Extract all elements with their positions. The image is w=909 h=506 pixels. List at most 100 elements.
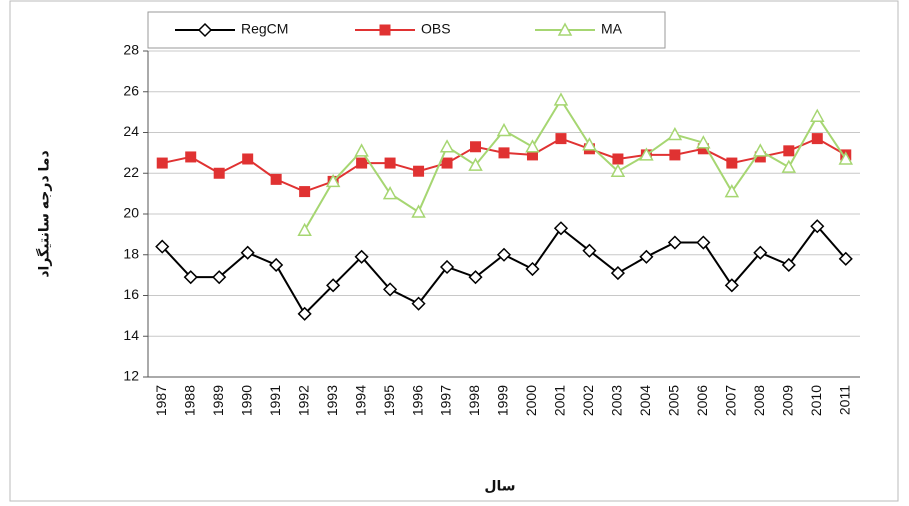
- data-point: [297, 306, 312, 321]
- x-tick-label: 2010: [808, 385, 824, 416]
- data-point: [413, 165, 425, 177]
- data-point: [610, 163, 626, 177]
- y-tick-label: 20: [123, 205, 139, 221]
- data-point: [470, 141, 482, 153]
- x-tick-label: 1997: [438, 385, 454, 416]
- data-point: [525, 261, 540, 277]
- x-tick-label: 2004: [637, 385, 653, 416]
- x-tick-label: 1988: [181, 385, 197, 416]
- data-point: [496, 247, 512, 262]
- y-axis-title: دما درجه سانتیگراد: [36, 150, 53, 277]
- data-point: [270, 173, 282, 185]
- data-point: [810, 108, 825, 122]
- x-tick-label: 1994: [352, 385, 368, 416]
- data-point: [411, 296, 426, 311]
- legend-marker: [557, 22, 573, 36]
- data-point: [582, 243, 597, 258]
- data-point: [610, 266, 625, 281]
- data-point: [155, 239, 170, 254]
- data-point: [639, 147, 654, 161]
- x-tick-label: 2009: [780, 385, 796, 416]
- data-point: [212, 270, 227, 285]
- y-tick-label: 22: [123, 164, 139, 180]
- data-point: [696, 235, 711, 250]
- data-point: [468, 270, 483, 285]
- x-tick-label: 1990: [238, 385, 254, 416]
- x-tick-label: 2007: [723, 385, 739, 416]
- data-point: [696, 135, 711, 149]
- legend-label: MA: [601, 21, 623, 37]
- data-point: [354, 143, 369, 157]
- legend-label: OBS: [421, 21, 451, 37]
- x-tick-label: 2005: [666, 385, 682, 416]
- data-point: [498, 147, 510, 159]
- data-point: [326, 278, 341, 293]
- data-point: [299, 186, 311, 198]
- chart-frame: [9, 0, 899, 502]
- data-point: [639, 249, 654, 264]
- data-point: [838, 251, 853, 266]
- data-point: [242, 153, 254, 165]
- data-point: [783, 145, 795, 157]
- data-point: [553, 92, 569, 106]
- data-point: [612, 153, 624, 165]
- data-point: [781, 257, 796, 272]
- data-point: [810, 219, 825, 234]
- data-point: [811, 133, 823, 145]
- y-tick-label: 18: [123, 245, 139, 261]
- x-axis-title: سال: [484, 478, 515, 494]
- x-tick-label: 2003: [609, 385, 625, 416]
- data-point: [156, 157, 168, 169]
- x-tick-label: 1996: [409, 385, 425, 416]
- data-point: [411, 204, 426, 218]
- x-tick-label: 2002: [580, 385, 596, 416]
- x-tick-label: 2011: [836, 385, 852, 415]
- data-point: [582, 137, 597, 151]
- y-tick-label: 28: [123, 42, 139, 58]
- x-tick-label: 1991: [267, 385, 283, 416]
- data-point: [297, 222, 312, 237]
- data-point: [384, 157, 396, 169]
- data-point: [439, 259, 455, 275]
- x-tick-label: 1999: [495, 385, 511, 416]
- y-tick-label: 26: [123, 82, 139, 98]
- data-point: [726, 157, 738, 169]
- data-point: [382, 186, 398, 200]
- data-point: [555, 133, 567, 145]
- x-tick-label: 2008: [751, 385, 767, 416]
- data-point: [781, 159, 797, 173]
- data-point: [753, 143, 768, 157]
- data-point: [468, 157, 483, 171]
- data-point: [667, 126, 683, 141]
- x-tick-label: 2000: [523, 385, 539, 416]
- data-point: [553, 221, 569, 236]
- y-tick-label: 16: [123, 286, 139, 302]
- legend-marker: [197, 22, 213, 38]
- x-tick-label: 2006: [694, 385, 710, 416]
- data-point: [213, 167, 225, 179]
- x-tick-label: 1993: [324, 385, 340, 416]
- data-point: [240, 245, 255, 260]
- legend-marker: [379, 24, 391, 36]
- data-point: [354, 249, 369, 264]
- data-point: [183, 270, 198, 285]
- data-point: [724, 184, 740, 198]
- data-point: [269, 257, 284, 272]
- data-point: [496, 122, 512, 137]
- data-point: [325, 173, 341, 188]
- data-point: [525, 139, 540, 153]
- data-point: [185, 151, 197, 163]
- x-tick-label: 1998: [466, 385, 482, 416]
- data-point: [753, 245, 768, 260]
- legend-label: RegCM: [241, 21, 288, 37]
- data-point: [724, 278, 739, 293]
- x-tick-label: 2001: [552, 385, 568, 416]
- data-point: [667, 235, 682, 250]
- data-point: [441, 157, 453, 169]
- y-tick-label: 14: [123, 327, 139, 343]
- data-point: [383, 282, 398, 297]
- y-tick-label: 12: [123, 368, 139, 384]
- x-tick-label: 1995: [381, 385, 397, 416]
